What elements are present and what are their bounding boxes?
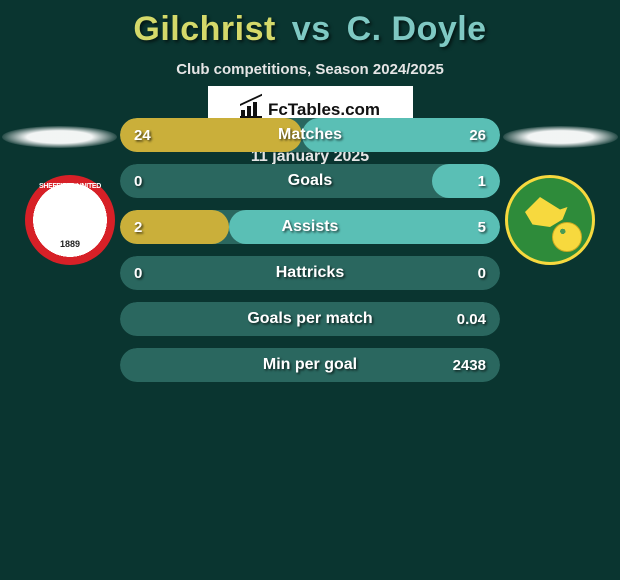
stat-row: 24Matches26 bbox=[120, 118, 500, 152]
stat-value-right: 0 bbox=[478, 256, 486, 290]
stat-label: Goals bbox=[120, 164, 500, 198]
stat-label: Matches bbox=[120, 118, 500, 152]
vs-text: vs bbox=[292, 10, 331, 48]
stat-value-right: 1 bbox=[478, 164, 486, 198]
shadow-ellipse-right bbox=[503, 126, 618, 148]
stat-row: Goals per match0.04 bbox=[120, 302, 500, 336]
team-badge-left: SHEFFIELD UNITED bbox=[25, 175, 115, 265]
chart-icon bbox=[240, 102, 262, 118]
stat-value-right: 0.04 bbox=[457, 302, 486, 336]
stat-value-right: 26 bbox=[469, 118, 486, 152]
stat-label: Goals per match bbox=[120, 302, 500, 336]
stat-row: Min per goal2438 bbox=[120, 348, 500, 382]
badge-left-text: SHEFFIELD UNITED bbox=[25, 183, 115, 190]
stat-value-right: 5 bbox=[478, 210, 486, 244]
stats-panel: 24Matches260Goals12Assists50Hattricks0Go… bbox=[120, 118, 500, 394]
player1-name: Gilchrist bbox=[133, 10, 275, 48]
stat-label: Assists bbox=[120, 210, 500, 244]
brand-text: FcTables.com bbox=[268, 100, 380, 120]
comparison-title: Gilchrist vs C. Doyle bbox=[0, 0, 620, 49]
stat-row: 0Hattricks0 bbox=[120, 256, 500, 290]
stat-value-right: 2438 bbox=[453, 348, 486, 382]
stat-label: Min per goal bbox=[120, 348, 500, 382]
stat-row: 2Assists5 bbox=[120, 210, 500, 244]
stat-label: Hattricks bbox=[120, 256, 500, 290]
stat-row: 0Goals1 bbox=[120, 164, 500, 198]
subtitle: Club competitions, Season 2024/2025 bbox=[0, 61, 620, 78]
shadow-ellipse-left bbox=[2, 126, 117, 148]
player2-name: C. Doyle bbox=[347, 10, 487, 48]
team-badge-right bbox=[505, 175, 595, 265]
